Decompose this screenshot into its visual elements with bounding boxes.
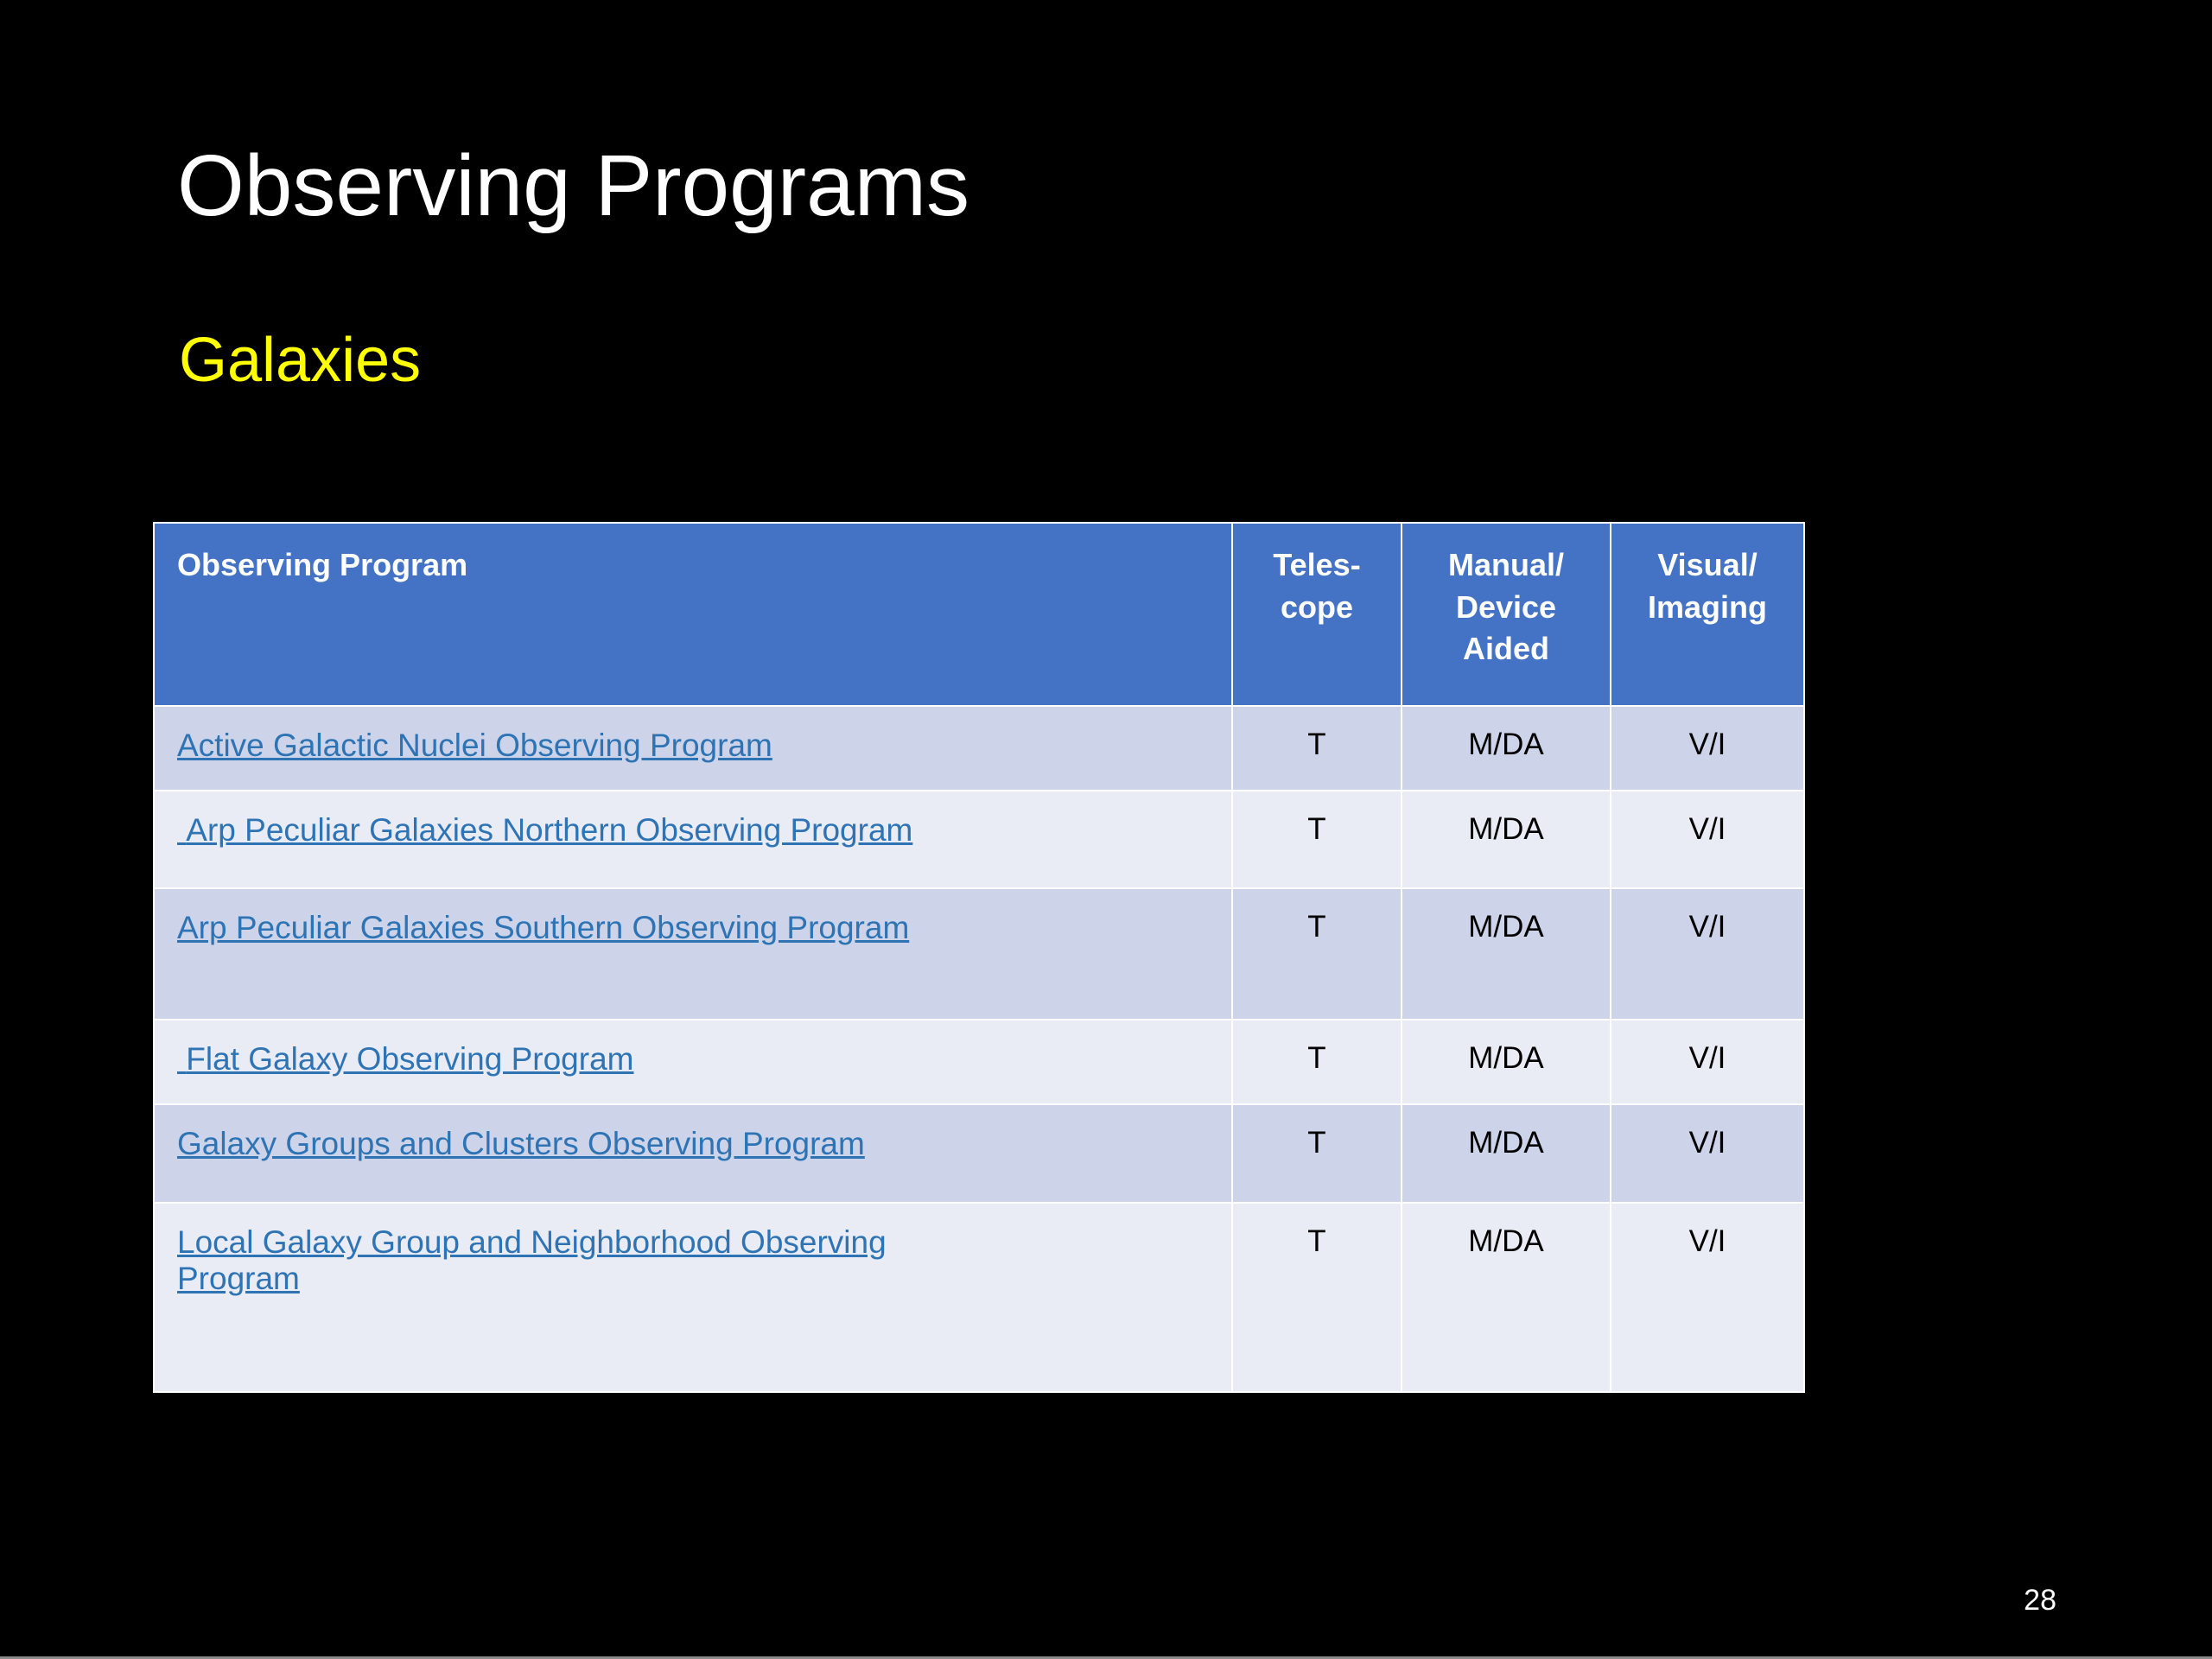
manual-device-cell: M/DA [1401,1103,1611,1204]
visual-imaging-cell: V/I [1610,705,1805,791]
program-link-arp-peculiar-southern[interactable]: Arp Peculiar Galaxies Southern Observing… [177,910,910,945]
manual-device-cell: M/DA [1401,1019,1611,1105]
table-row: Flat Galaxy Observing Program T M/DA V/I [153,1019,1805,1105]
program-link-active-galactic-nuclei[interactable]: Active Galactic Nuclei Observing Program [177,728,772,763]
column-header-manual-device-aided: Manual/ Device Aided [1401,522,1611,707]
visual-imaging-cell: V/I [1610,887,1805,1020]
telescope-cell: T [1231,705,1402,791]
page-number: 28 [2024,1584,2056,1617]
table-row: Galaxy Groups and Clusters Observing Pro… [153,1103,1805,1204]
manual-device-cell: M/DA [1401,887,1611,1020]
program-link-arp-peculiar-northern[interactable]: Arp Peculiar Galaxies Northern Observing… [177,812,913,848]
table-row: Arp Peculiar Galaxies Southern Observing… [153,887,1805,1020]
manual-device-cell: M/DA [1401,790,1611,889]
program-link-galaxy-groups-clusters[interactable]: Galaxy Groups and Clusters Observing Pro… [177,1126,865,1161]
column-header-visual-imaging: Visual/ Imaging [1610,522,1805,707]
program-cell: Local Galaxy Group and Neighborhood Obse… [153,1202,1233,1393]
telescope-cell: T [1231,1202,1402,1393]
telescope-cell: T [1231,1103,1402,1204]
telescope-cell: T [1231,1019,1402,1105]
program-cell: Active Galactic Nuclei Observing Program [153,705,1233,791]
program-cell: Arp Peculiar Galaxies Southern Observing… [153,887,1233,1020]
observing-programs-table: Observing Program Teles- cope Manual/ De… [153,522,1805,1393]
manual-device-cell: M/DA [1401,705,1611,791]
column-header-observing-program: Observing Program [153,522,1233,707]
program-cell: Arp Peculiar Galaxies Northern Observing… [153,790,1233,889]
telescope-cell: T [1231,887,1402,1020]
visual-imaging-cell: V/I [1610,1103,1805,1204]
observing-programs-table-container: Observing Program Teles- cope Manual/ De… [153,522,1805,1393]
table-row: Local Galaxy Group and Neighborhood Obse… [153,1202,1805,1393]
visual-imaging-cell: V/I [1610,1019,1805,1105]
visual-imaging-cell: V/I [1610,790,1805,889]
manual-device-cell: M/DA [1401,1202,1611,1393]
program-link-flat-galaxy[interactable]: Flat Galaxy Observing Program [177,1041,634,1077]
slide-subtitle: Galaxies [179,326,422,395]
page-title: Observing Programs [177,137,969,234]
program-link-local-galaxy-group[interactable]: Local Galaxy Group and Neighborhood Obse… [177,1224,887,1296]
table-row: Active Galactic Nuclei Observing Program… [153,705,1805,791]
column-header-telescope: Teles- cope [1231,522,1402,707]
program-cell: Flat Galaxy Observing Program [153,1019,1233,1105]
table-row: Arp Peculiar Galaxies Northern Observing… [153,790,1805,889]
slide-bottom-edge [0,1656,2212,1659]
telescope-cell: T [1231,790,1402,889]
visual-imaging-cell: V/I [1610,1202,1805,1393]
program-cell: Galaxy Groups and Clusters Observing Pro… [153,1103,1233,1204]
table-header-row: Observing Program Teles- cope Manual/ De… [153,522,1805,707]
